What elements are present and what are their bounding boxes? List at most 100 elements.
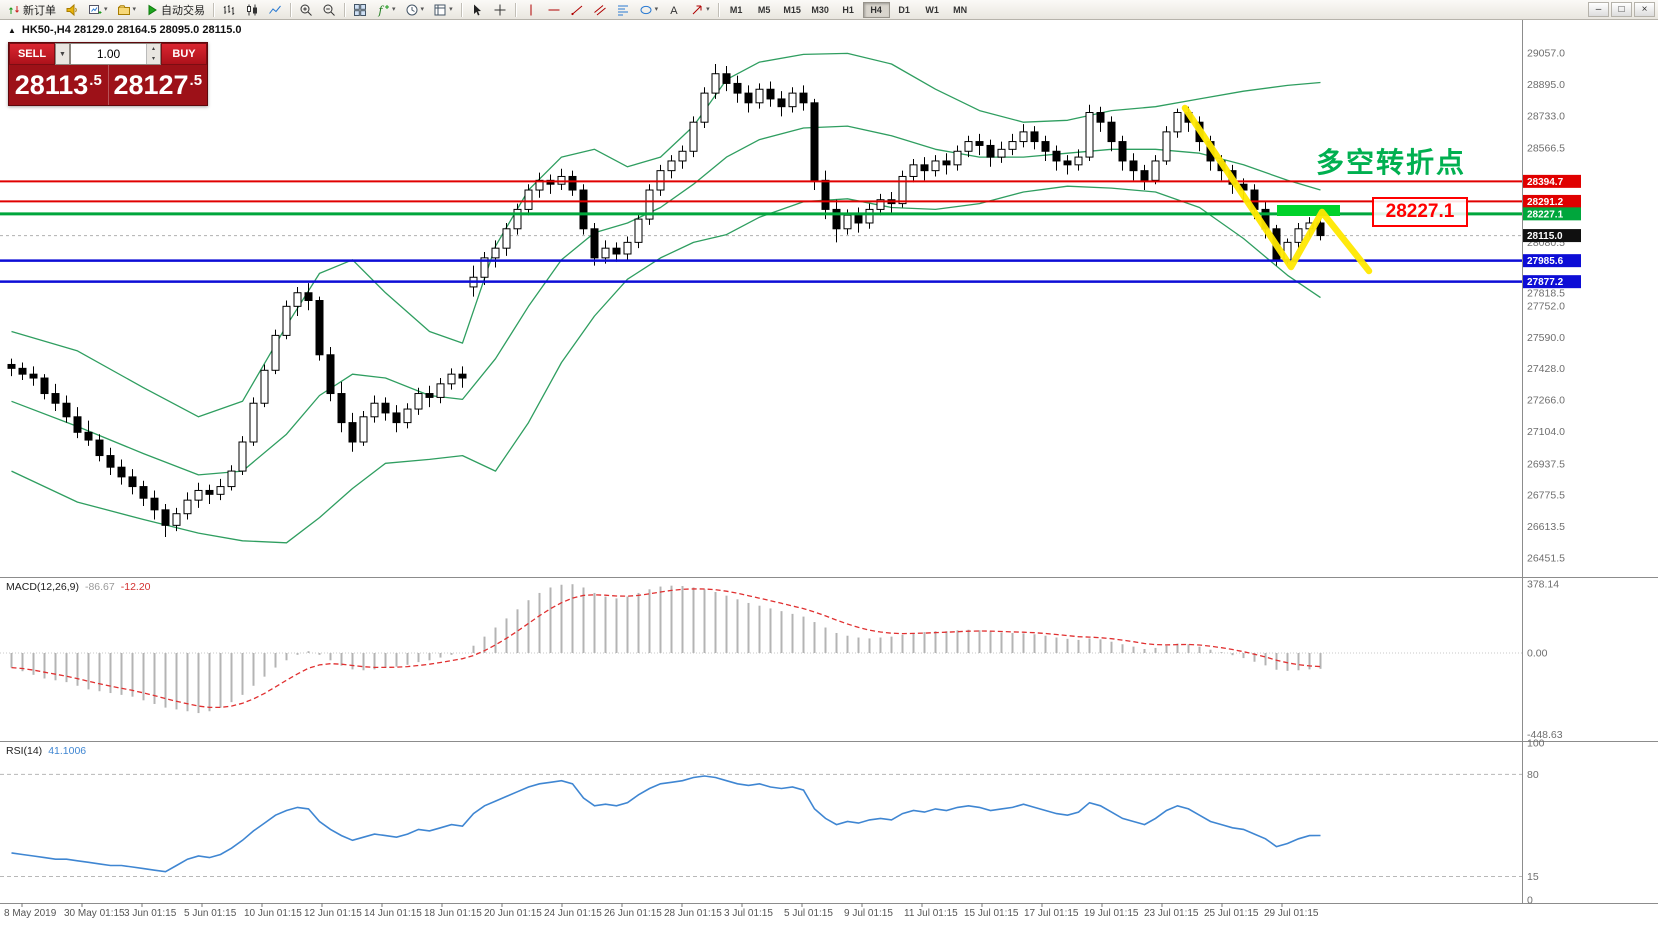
svg-text:27877.2: 27877.2 <box>1527 277 1564 288</box>
periods-button[interactable]: ▾ <box>401 1 429 18</box>
chart-minimize-button[interactable]: – <box>1588 2 1609 17</box>
price-marker-28227.1 <box>1523 207 1581 221</box>
rsi-name: RSI(14) <box>6 745 43 757</box>
bar-chart-button[interactable] <box>218 1 240 18</box>
timeframe-m15-button[interactable]: M15 <box>779 2 806 18</box>
sell-price-display[interactable]: 28113 .5 <box>9 65 109 105</box>
price-marker-27877.2 <box>1523 275 1581 289</box>
svg-text:28291.2: 28291.2 <box>1527 197 1564 208</box>
bollinger-middle-band <box>11 125 1321 476</box>
tile-icon <box>353 3 367 17</box>
rsi-indicator-label: RSI(14) 41.1006 <box>6 745 86 757</box>
channel-button[interactable] <box>589 1 611 18</box>
svg-text:10 Jun 01:15: 10 Jun 01:15 <box>244 908 302 919</box>
rsi-level-lines <box>0 773 1522 877</box>
price-callout-box[interactable]: 28227.1 <box>1372 197 1468 227</box>
svg-text:f: f <box>378 4 385 17</box>
svg-text:5 Jun 01:15: 5 Jun 01:15 <box>184 908 237 919</box>
volume-dropdown-button[interactable]: ▼ <box>55 43 70 65</box>
svg-text:26613.5: 26613.5 <box>1527 521 1565 533</box>
svg-text:18 Jun 01:15: 18 Jun 01:15 <box>424 908 482 919</box>
sell-button[interactable]: SELL <box>9 43 55 65</box>
tile-windows-button[interactable] <box>349 1 371 18</box>
indicators-button[interactable]: f ▾ <box>372 1 400 18</box>
timeframe-h4-button[interactable]: H4 <box>862 1 890 18</box>
buy-price-int: 28127 <box>113 69 189 100</box>
timeframe-m30-button[interactable]: M30 <box>807 2 834 18</box>
arrows-button[interactable]: ▾ <box>686 1 714 18</box>
svg-text:25 Jul 01:15: 25 Jul 01:15 <box>1204 908 1259 919</box>
zigzag-trend-annotation[interactable] <box>1181 104 1373 275</box>
bollinger-bands <box>11 52 1321 544</box>
timeframe-w1-button[interactable]: W1 <box>919 2 946 18</box>
zoom-out-button[interactable] <box>318 1 340 18</box>
bollinger-lower-band <box>11 185 1321 544</box>
timeframe-m5-button[interactable]: M5 <box>751 2 778 18</box>
crosshair-button[interactable] <box>489 1 511 18</box>
dropdown-caret-icon: ▾ <box>132 6 137 13</box>
timeframe-mn-button[interactable]: MN <box>947 2 974 18</box>
svg-text:0.00: 0.00 <box>1527 648 1548 660</box>
svg-text:27752.0: 27752.0 <box>1527 300 1565 312</box>
horizontal-line-button[interactable] <box>543 1 565 18</box>
svg-text:-448.63: -448.63 <box>1527 729 1563 741</box>
line-chart-button[interactable] <box>264 1 286 18</box>
time-axis: 8 May 2019 30 May 01:15 3 Jun 01:15 5 Jun 0… <box>4 903 1319 919</box>
templates-button[interactable]: ▾ <box>429 1 457 18</box>
sell-price-int: 28113 <box>14 69 89 100</box>
svg-text:23 Jul 01:15: 23 Jul 01:15 <box>1144 908 1199 919</box>
macd-indicator-label: MACD(12,26,9) -86.67 -12.20 <box>6 581 151 593</box>
volume-decrease-button[interactable]: ▾ <box>147 54 160 64</box>
timeframe-h1-button[interactable]: H1 <box>835 2 862 18</box>
svg-text:19 Jul 01:15: 19 Jul 01:15 <box>1084 908 1139 919</box>
svg-text:12 Jun 01:15: 12 Jun 01:15 <box>304 908 362 919</box>
trend-icon <box>570 3 584 17</box>
trendline-button[interactable] <box>566 1 588 18</box>
auto-trading-button[interactable]: 自动交易 <box>141 1 209 18</box>
svg-text:11 Jul 01:15: 11 Jul 01:15 <box>904 908 958 919</box>
dropdown-caret-icon: ▾ <box>706 6 710 13</box>
turning-point-text-annotation[interactable]: 多空转折点 <box>1316 147 1467 178</box>
shapes-button[interactable]: ▾ <box>635 1 663 18</box>
one-click-collapse-icon[interactable]: ▲ <box>8 25 16 35</box>
highlight-rectangle[interactable] <box>1277 205 1340 216</box>
buy-price-display[interactable]: 28127 .5 <box>109 65 208 105</box>
svg-text:17 Jul 01:15: 17 Jul 01:15 <box>1024 908 1079 919</box>
buy-button[interactable]: BUY <box>161 43 207 65</box>
vertical-line-button[interactable] <box>520 1 542 18</box>
timeframe-m1-button[interactable]: M1 <box>723 2 750 18</box>
volume-increase-button[interactable]: ▴ <box>147 44 160 54</box>
volume-input[interactable] <box>71 44 146 64</box>
svg-text:27266.0: 27266.0 <box>1527 395 1565 407</box>
text-label-button[interactable]: A <box>663 1 685 18</box>
toolbar-separator <box>514 2 516 17</box>
cursor-button[interactable] <box>466 1 488 18</box>
chart-restore-button[interactable]: □ <box>1611 2 1632 17</box>
timeframe-d1-button[interactable]: D1 <box>891 2 918 18</box>
vline-icon <box>524 3 538 17</box>
symbol-ohlc-text: HK50-,H4 28129.0 28164.5 28095.0 28115.0 <box>21 24 242 36</box>
alerts-sound-button[interactable] <box>61 1 83 18</box>
candlestick-chart-button[interactable] <box>241 1 263 18</box>
svg-text:28566.5: 28566.5 <box>1527 143 1565 155</box>
candlesticks <box>7 64 1325 537</box>
svg-text:8 May 2019: 8 May 2019 <box>4 908 57 919</box>
svg-text:27985.6: 27985.6 <box>1527 256 1564 267</box>
zoom-in-button[interactable] <box>295 1 317 18</box>
new-order-button[interactable]: 新订单 <box>3 1 60 18</box>
indicators-icon: f <box>376 3 390 17</box>
svg-text:29057.0: 29057.0 <box>1527 48 1565 60</box>
profiles-button[interactable]: ▾ <box>113 1 141 18</box>
svg-text:28115.0: 28115.0 <box>1527 231 1563 242</box>
chart-close-button[interactable]: × <box>1634 2 1655 17</box>
volume-box: ▴ ▾ <box>70 43 161 65</box>
svg-text:26775.5: 26775.5 <box>1527 490 1565 502</box>
fibonacci-button[interactable] <box>612 1 634 18</box>
svg-text:3 Jul 01:15: 3 Jul 01:15 <box>724 908 773 919</box>
macd-name: MACD(12,26,9) <box>6 581 79 593</box>
macd-signal-value: -12.20 <box>120 581 151 593</box>
new-chart-button[interactable]: ▾ <box>84 1 112 18</box>
